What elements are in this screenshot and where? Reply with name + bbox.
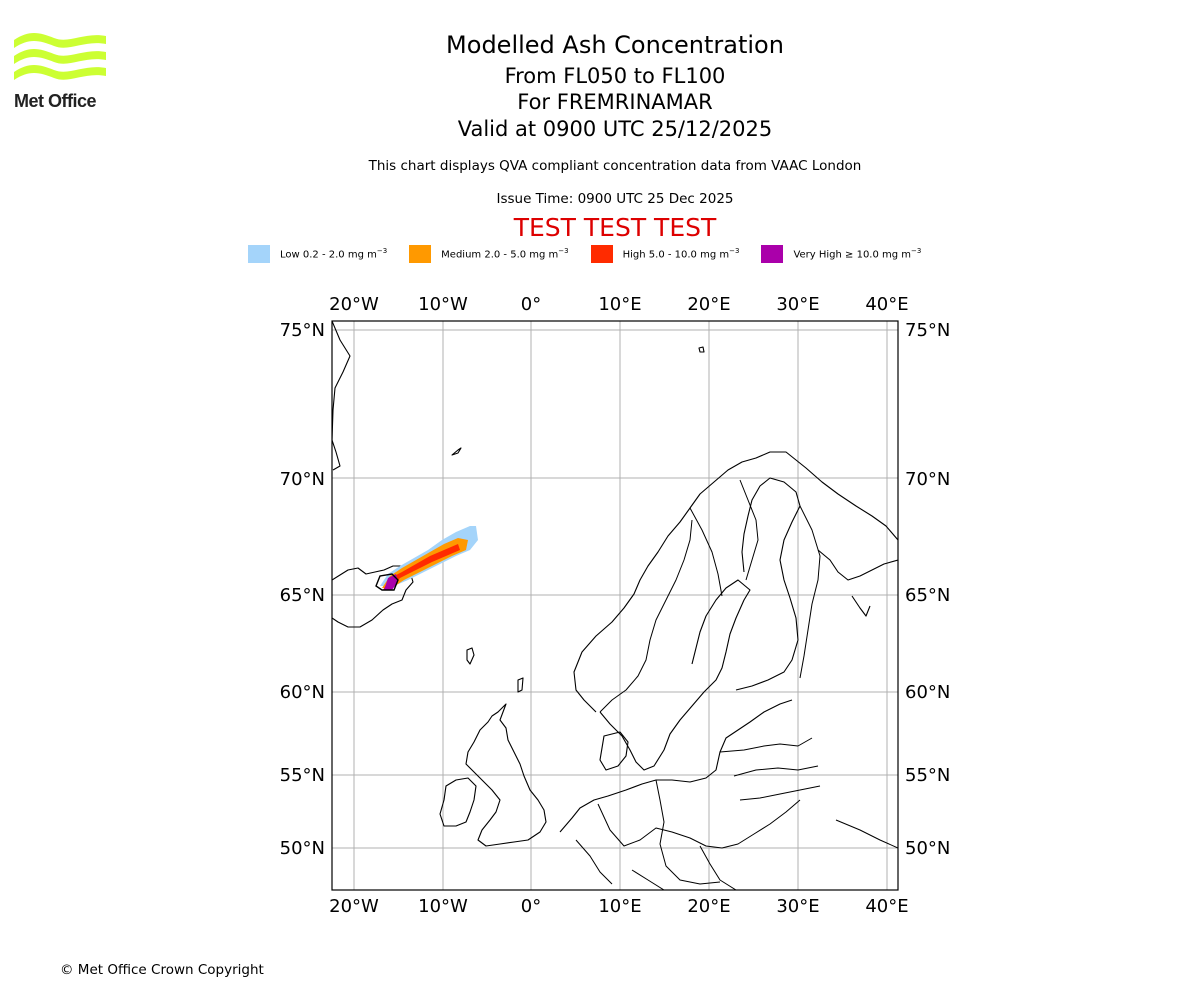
volcano-source-outline <box>375 573 399 591</box>
ash-plume <box>375 526 478 591</box>
coastline-svalbard <box>698 346 705 353</box>
lat-label: 55°N <box>280 765 325 786</box>
lat-label: 65°N <box>280 585 325 606</box>
lon-label: 20°E <box>687 896 730 917</box>
copyright: © Met Office Crown Copyright <box>60 962 264 978</box>
lon-label: 20°W <box>329 294 379 315</box>
lat-label: 60°N <box>905 682 950 703</box>
lat-label: 60°N <box>280 682 325 703</box>
coastline-denmark <box>599 731 629 771</box>
lat-label: 55°N <box>905 765 950 786</box>
lon-label: 20°W <box>329 896 379 917</box>
lon-label: 10°E <box>598 896 641 917</box>
coastline-kola <box>817 549 898 581</box>
legend-label-very-high: Very High ≥ 10.0 mg m−3 <box>793 247 922 261</box>
lat-label: 65°N <box>905 585 950 606</box>
test-banner: TEST TEST TEST <box>513 213 717 242</box>
lon-label: 40°E <box>865 294 908 315</box>
coastline-jan-mayen <box>451 447 462 456</box>
coastline-continent <box>559 699 793 833</box>
country-borders <box>575 479 898 890</box>
coastline-shetland <box>517 677 524 693</box>
lat-label: 70°N <box>905 469 950 490</box>
lon-label: 0° <box>521 294 541 315</box>
coastline-white-sea <box>851 595 871 617</box>
legend-label-medium: Medium 2.0 - 5.0 mg m−3 <box>441 247 569 261</box>
valid-time: Valid at 0900 UTC 25/12/2025 <box>457 117 773 141</box>
legend-item-medium: Medium 2.0 - 5.0 mg m−3 <box>409 245 569 263</box>
map-frame <box>331 320 899 891</box>
lat-label: 70°N <box>280 469 325 490</box>
ash-very-high-region <box>384 574 398 590</box>
lat-label: 50°N <box>905 838 950 859</box>
legend-swatch-low <box>248 245 270 263</box>
logo-text: Met Office <box>14 91 97 111</box>
lon-label: 0° <box>521 896 541 917</box>
ash-high-region <box>383 544 460 590</box>
lon-label: 30°E <box>776 294 819 315</box>
legend-swatch-high <box>590 245 613 263</box>
lon-label: 10°W <box>418 896 468 917</box>
lon-label: 40°E <box>865 896 908 917</box>
legend-label-low: Low 0.2 - 2.0 mg m−3 <box>280 247 388 261</box>
lon-label: 10°E <box>598 294 641 315</box>
lon-labels-bottom: 20°W 10°W 0° 10°E 20°E 30°E 40°E <box>329 896 908 917</box>
issue-time: Issue Time: 0900 UTC 25 Dec 2025 <box>496 191 734 207</box>
coastline-finland <box>735 477 801 691</box>
lat-labels-right: 75°N 70°N 65°N 60°N 55°N 50°N <box>905 320 950 859</box>
coastline-faroes <box>466 647 475 665</box>
coastline-sweden <box>599 579 751 771</box>
coastline-scandinavia <box>573 451 898 713</box>
legend-item-low: Low 0.2 - 2.0 mg m−3 <box>248 245 387 263</box>
legend-swatch-very-high <box>761 245 784 263</box>
lon-label: 20°E <box>687 294 730 315</box>
met-office-logo <box>14 33 106 80</box>
lat-labels-left: 75°N 70°N 65°N 60°N 55°N 50°N <box>280 320 325 859</box>
graticule <box>332 321 898 890</box>
lat-label: 75°N <box>280 320 325 341</box>
legend-item-high: High 5.0 - 10.0 mg m−3 <box>590 245 740 263</box>
legend-item-very-high: Very High ≥ 10.0 mg m−3 <box>761 245 921 263</box>
flight-level-range: From FL050 to FL100 <box>504 64 726 88</box>
concentration-legend: Low 0.2 - 2.0 mg m−3 Medium 2.0 - 5.0 mg… <box>248 244 943 264</box>
chart-title: Modelled Ash Concentration <box>446 31 784 59</box>
description: This chart displays QVA compliant concen… <box>368 158 862 174</box>
lon-labels-top: 20°W 10°W 0° 10°E 20°E 30°E 40°E <box>329 294 908 315</box>
legend-label-high: High 5.0 - 10.0 mg m−3 <box>622 247 740 261</box>
lon-label: 10°W <box>418 294 468 315</box>
volcano-name: For FREMRINAMAR <box>517 90 713 114</box>
lat-label: 50°N <box>280 838 325 859</box>
lon-label: 30°E <box>776 896 819 917</box>
legend-swatch-medium <box>409 245 432 263</box>
coastline-ireland <box>439 777 477 827</box>
lat-label: 75°N <box>905 320 950 341</box>
coastline-greenland <box>332 321 351 471</box>
coastline-great-britain <box>465 703 547 847</box>
